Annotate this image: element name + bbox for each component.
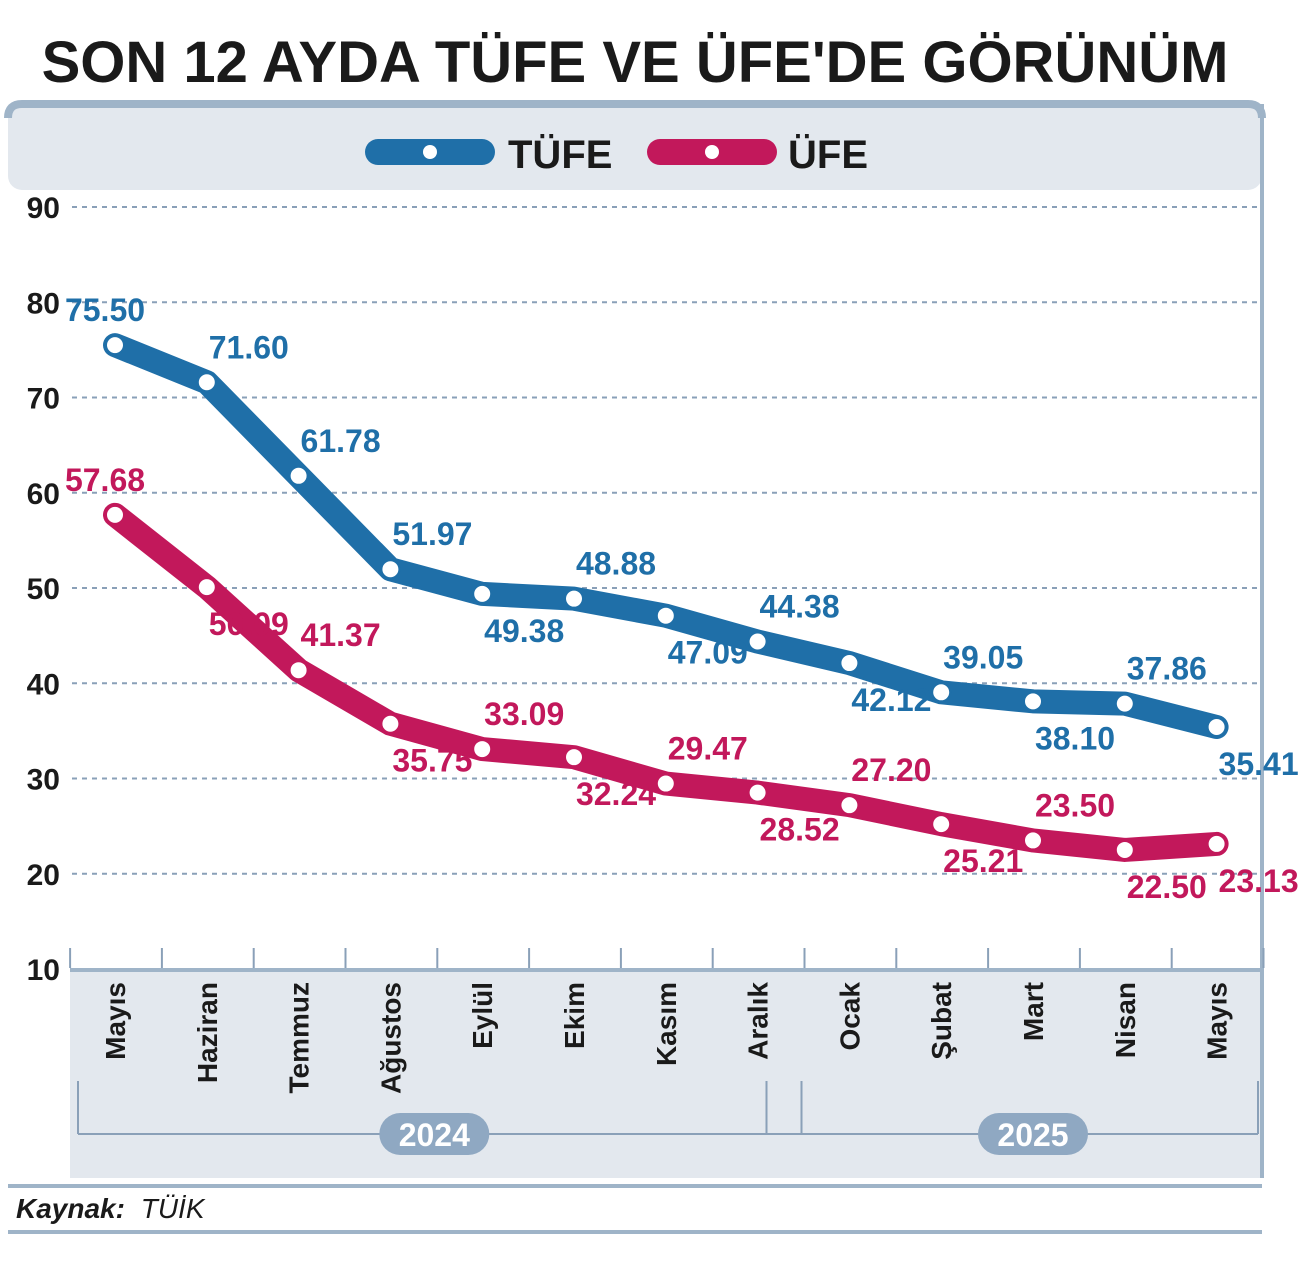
data-label: 23.50 bbox=[1035, 787, 1115, 823]
data-point bbox=[931, 814, 952, 835]
data-label: 37.86 bbox=[1127, 651, 1207, 687]
x-tick-label: Aralık bbox=[743, 982, 774, 1060]
data-point bbox=[1023, 830, 1043, 851]
source-note: Kaynak: TÜİK bbox=[16, 1193, 206, 1224]
data-point bbox=[564, 747, 584, 768]
x-tick-label: Mayıs bbox=[100, 982, 131, 1060]
x-tick-label: Nisan bbox=[1110, 982, 1141, 1058]
legend-label-tufe: TÜFE bbox=[508, 132, 612, 177]
x-tick-label: Ağustos bbox=[375, 982, 406, 1094]
legend-marker-ufe bbox=[705, 145, 719, 159]
data-point bbox=[196, 577, 217, 598]
data-point bbox=[380, 713, 401, 734]
year-label: 2024 bbox=[399, 1117, 470, 1153]
data-label: 38.10 bbox=[1035, 720, 1115, 756]
series bbox=[103, 333, 1229, 862]
data-label: 22.50 bbox=[1127, 869, 1207, 905]
data-label: 42.12 bbox=[851, 682, 931, 718]
data-label: 50.09 bbox=[209, 606, 289, 642]
y-tick-label: 60 bbox=[27, 478, 60, 511]
data-label: 48.88 bbox=[576, 546, 656, 582]
legend-panel bbox=[8, 104, 1262, 190]
data-label: 47.09 bbox=[668, 635, 748, 671]
data-point bbox=[839, 653, 860, 674]
y-tick-label: 40 bbox=[27, 668, 60, 701]
year-pill bbox=[379, 1113, 490, 1155]
data-point bbox=[1114, 839, 1135, 860]
data-label: 25.21 bbox=[943, 843, 1023, 879]
data-label: 44.38 bbox=[760, 589, 840, 625]
legend-marker-tufe bbox=[423, 145, 437, 159]
chart-title: SON 12 AYDA TÜFE VE ÜFE'DE GÖRÜNÜM bbox=[42, 30, 1229, 95]
source-label: Kaynak: bbox=[16, 1193, 125, 1224]
y-tick-label: 50 bbox=[27, 573, 60, 606]
year-groups: 2024 2025 bbox=[77, 1081, 1259, 1155]
y-tick-label: 10 bbox=[27, 954, 60, 987]
data-point bbox=[1114, 693, 1135, 714]
data-point bbox=[655, 605, 676, 626]
data-point bbox=[747, 631, 768, 652]
legend-item-ufe: ÜFE bbox=[647, 132, 868, 177]
data-point bbox=[839, 795, 860, 816]
data-point bbox=[655, 773, 676, 794]
data-point bbox=[380, 559, 401, 580]
data-label: 41.37 bbox=[301, 617, 381, 653]
legend-label-ufe: ÜFE bbox=[788, 132, 868, 177]
data-point bbox=[1206, 833, 1227, 854]
x-tick-label: Ocak bbox=[834, 982, 865, 1051]
data-point bbox=[931, 682, 952, 703]
data-point bbox=[288, 465, 309, 486]
data-label: 28.52 bbox=[760, 812, 840, 848]
data-labels: 75.50 71.60 61.78 51.97 49.38 48.88 47.09 44.38… bbox=[65, 292, 1299, 905]
data-label: 27.20 bbox=[851, 752, 931, 788]
legend-item-tufe: TÜFE bbox=[365, 132, 612, 177]
data-label: 57.68 bbox=[65, 462, 145, 498]
data-point bbox=[747, 782, 768, 803]
data-point bbox=[472, 739, 493, 760]
x-axis-ticks: Mayıs Haziran Temmuz Ağustos Eylül Ekim Kasım A… bbox=[69, 948, 1265, 1094]
data-label: 39.05 bbox=[943, 639, 1023, 675]
y-axis-ticks: 10 20 30 40 50 60 70 80 90 bbox=[27, 192, 60, 987]
data-label: 49.38 bbox=[484, 613, 564, 649]
data-point bbox=[105, 504, 125, 525]
data-label: 51.97 bbox=[392, 516, 472, 552]
data-label: 33.09 bbox=[484, 696, 564, 732]
data-label: 35.41 bbox=[1219, 746, 1299, 782]
x-tick-label: Haziran bbox=[192, 982, 223, 1083]
data-point bbox=[288, 660, 309, 681]
x-tick-label: Eylül bbox=[467, 982, 498, 1049]
y-tick-label: 30 bbox=[27, 764, 60, 797]
data-label: 29.47 bbox=[668, 731, 748, 767]
data-point bbox=[105, 335, 125, 356]
x-tick-label: Şubat bbox=[926, 982, 957, 1060]
data-label: 23.13 bbox=[1219, 863, 1299, 899]
data-label: 61.78 bbox=[301, 423, 381, 459]
data-point bbox=[1023, 691, 1043, 712]
data-point bbox=[1206, 716, 1227, 737]
year-pill bbox=[978, 1113, 1088, 1155]
y-tick-label: 80 bbox=[27, 287, 60, 320]
data-label: 32.24 bbox=[576, 776, 656, 812]
data-label: 35.75 bbox=[392, 743, 472, 779]
legend: TÜFE ÜFE bbox=[365, 132, 868, 177]
y-tick-label: 70 bbox=[27, 383, 60, 416]
data-label: 75.50 bbox=[65, 292, 145, 328]
data-label: 71.60 bbox=[209, 329, 289, 365]
x-tick-label: Ekim bbox=[559, 982, 590, 1049]
data-point bbox=[472, 583, 493, 604]
source-value: TÜİK bbox=[141, 1193, 206, 1224]
x-tick-label: Kasım bbox=[651, 982, 682, 1066]
data-point bbox=[196, 372, 217, 393]
y-tick-label: 90 bbox=[27, 192, 60, 225]
x-tick-label: Temmuz bbox=[284, 982, 315, 1094]
x-tick-label: Mayıs bbox=[1202, 982, 1233, 1060]
y-tick-label: 20 bbox=[27, 859, 60, 892]
year-label: 2025 bbox=[997, 1117, 1068, 1153]
data-point bbox=[564, 588, 584, 609]
x-tick-label: Mart bbox=[1018, 982, 1049, 1041]
